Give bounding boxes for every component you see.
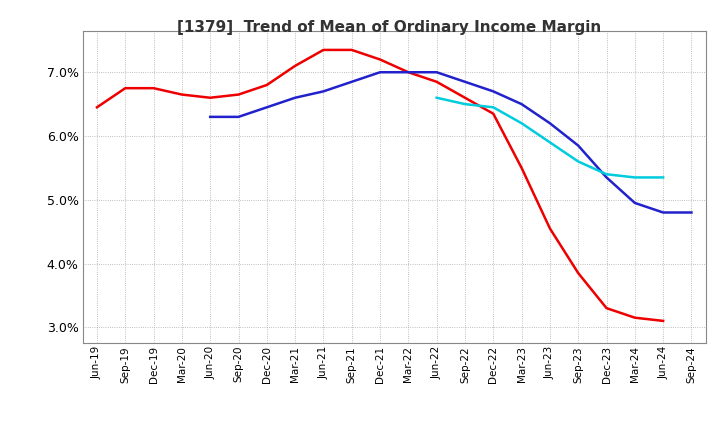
Text: [1379]  Trend of Mean of Ordinary Income Margin: [1379] Trend of Mean of Ordinary Income … [176, 20, 601, 35]
7 Years [489, 105, 498, 110]
5 Years [659, 210, 667, 215]
5 Years [546, 121, 554, 126]
3 Years [319, 47, 328, 52]
3 Years [291, 63, 300, 69]
7 Years [461, 102, 469, 107]
5 Years [517, 102, 526, 107]
3 Years [461, 95, 469, 100]
3 Years [348, 47, 356, 52]
5 Years [291, 95, 300, 100]
3 Years [517, 165, 526, 171]
3 Years [206, 95, 215, 100]
5 Years [404, 70, 413, 75]
3 Years [574, 271, 582, 276]
7 Years [517, 121, 526, 126]
3 Years [121, 85, 130, 91]
Line: 3 Years: 3 Years [97, 50, 663, 321]
7 Years [574, 159, 582, 164]
5 Years [461, 79, 469, 84]
5 Years [687, 210, 696, 215]
7 Years [546, 140, 554, 145]
3 Years [178, 92, 186, 97]
3 Years [263, 82, 271, 88]
3 Years [93, 105, 102, 110]
5 Years [234, 114, 243, 120]
5 Years [263, 105, 271, 110]
5 Years [348, 79, 356, 84]
3 Years [546, 226, 554, 231]
7 Years [631, 175, 639, 180]
3 Years [659, 318, 667, 323]
3 Years [631, 315, 639, 320]
5 Years [602, 175, 611, 180]
3 Years [432, 79, 441, 84]
5 Years [432, 70, 441, 75]
3 Years [234, 92, 243, 97]
3 Years [489, 111, 498, 116]
3 Years [376, 57, 384, 62]
7 Years [659, 175, 667, 180]
5 Years [574, 143, 582, 148]
5 Years [631, 200, 639, 205]
7 Years [432, 95, 441, 100]
5 Years [376, 70, 384, 75]
5 Years [319, 89, 328, 94]
5 Years [206, 114, 215, 120]
Line: 5 Years: 5 Years [210, 72, 691, 213]
3 Years [404, 70, 413, 75]
3 Years [602, 305, 611, 311]
3 Years [149, 85, 158, 91]
7 Years [602, 172, 611, 177]
5 Years [489, 89, 498, 94]
Line: 7 Years: 7 Years [436, 98, 663, 177]
